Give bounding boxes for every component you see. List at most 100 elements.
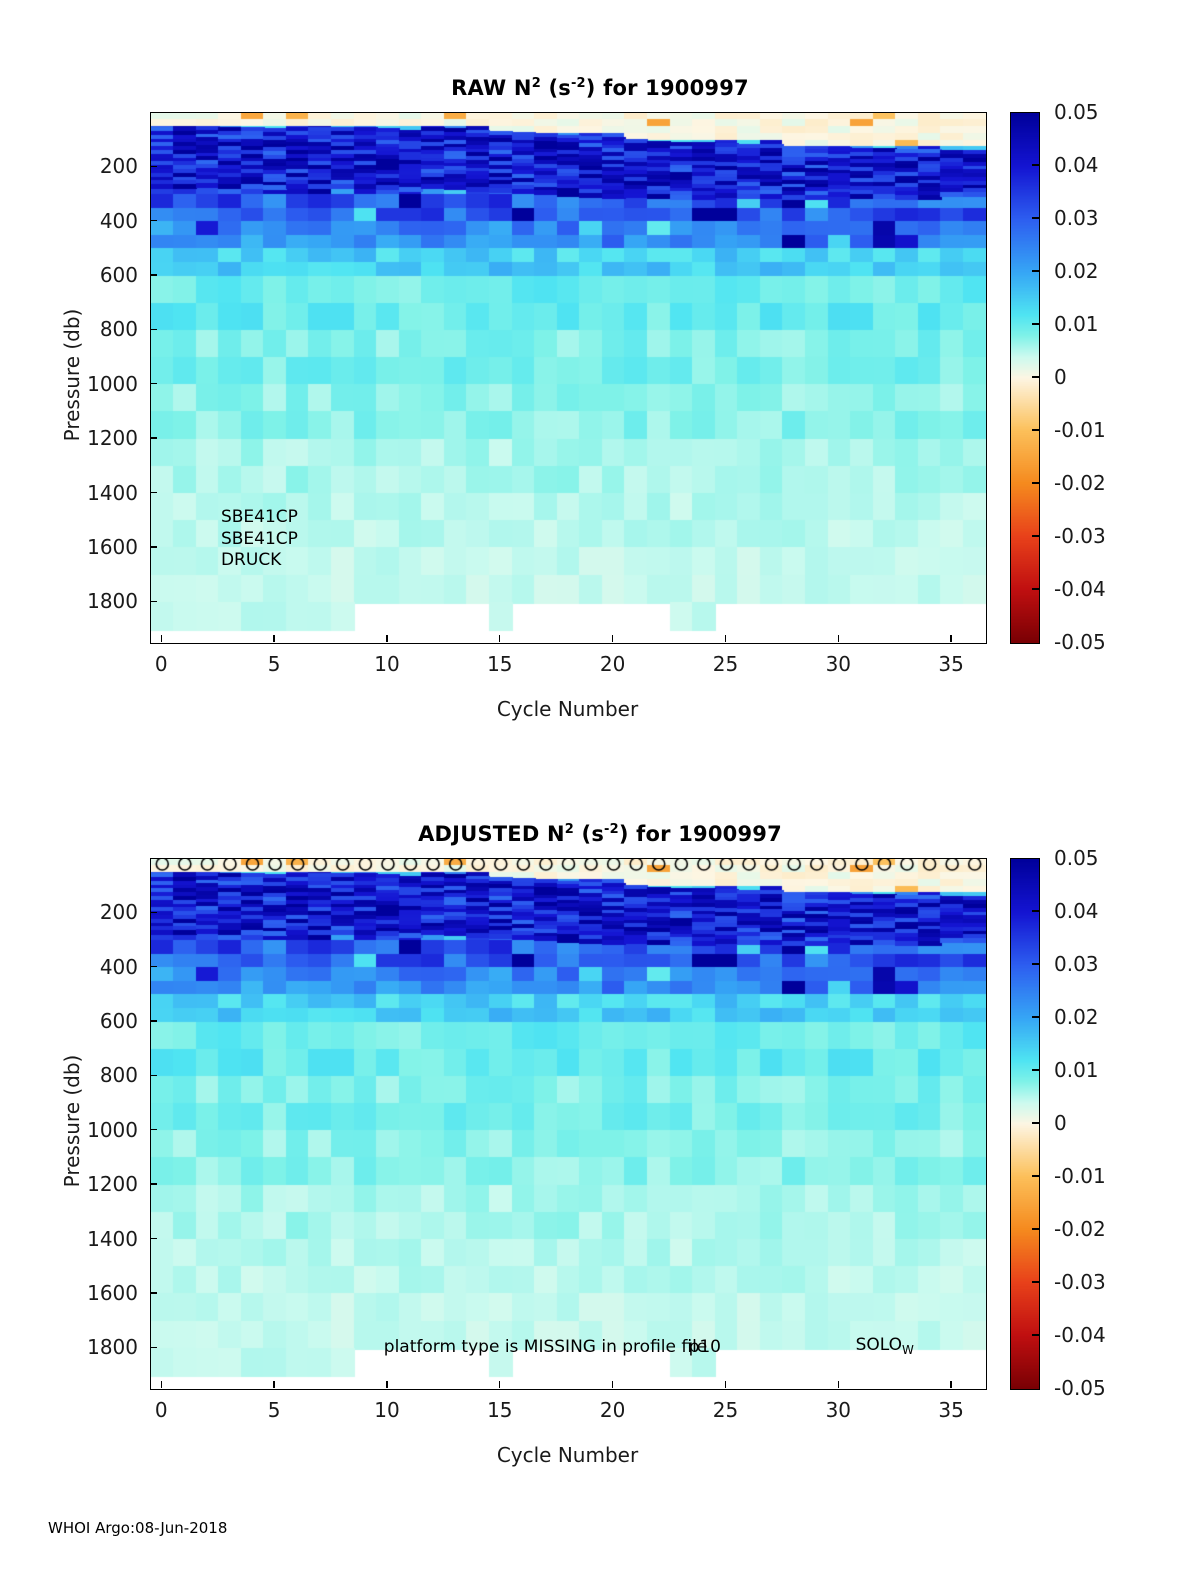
adjusted-heatmap-axes[interactable]: [150, 858, 987, 1390]
adjusted-x-axis-label: Cycle Number: [496, 1443, 639, 1467]
x-tick-label: 15: [487, 1398, 513, 1422]
colorbar-tick-mark: [1032, 270, 1039, 272]
colorbar-tick-label: -0.01: [1054, 1164, 1106, 1188]
adjusted-plot-title: ADJUSTED N2 (s-2) for 1900997: [0, 822, 1200, 846]
y-tick-mark: [150, 383, 157, 385]
colorbar-tick-mark: [1032, 164, 1039, 166]
colorbar-tick-mark: [1032, 1069, 1039, 1071]
colorbar-tick-label: -0.03: [1054, 1270, 1106, 1294]
y-tick-mark: [150, 491, 157, 494]
colorbar-tick-label: -0.04: [1054, 577, 1106, 601]
y-tick-label: 200: [99, 900, 138, 925]
y-tick-label: 1600: [87, 1280, 138, 1305]
x-tick-label: 20: [599, 652, 626, 676]
x-tick-mark: [499, 635, 501, 642]
colorbar-tick-label: -0.03: [1054, 524, 1106, 548]
x-tick-label: 30: [825, 1398, 852, 1422]
y-tick-label: 1200: [87, 426, 138, 451]
x-tick-mark: [950, 635, 952, 642]
x-tick-mark: [273, 635, 275, 642]
colorbar-tick-label: 0.05: [1054, 846, 1099, 870]
colorbar-tick-label: 0.03: [1054, 952, 1099, 976]
y-tick-label: 800: [99, 317, 138, 342]
y-tick-mark: [150, 437, 157, 439]
x-tick-mark: [160, 1381, 162, 1388]
y-tick-mark: [150, 165, 157, 168]
y-tick-label: 600: [99, 263, 138, 288]
x-tick-label: 15: [487, 652, 513, 676]
x-tick-mark: [499, 1381, 501, 1388]
raw-title-unit-exponent: -2: [570, 76, 586, 91]
y-tick-label: 1600: [87, 534, 138, 559]
colorbar-tick-label: -0.05: [1054, 1376, 1106, 1400]
float-family-label-text: SOLO: [855, 1334, 902, 1355]
y-tick-mark: [150, 220, 157, 222]
adjusted-title-exponent: 2: [564, 822, 575, 837]
x-tick-label: 0: [154, 652, 168, 676]
y-tick-label: 1000: [87, 371, 138, 396]
x-tick-mark: [611, 635, 614, 642]
colorbar-tick-mark: [1032, 1175, 1039, 1177]
raw-y-axis-label: Pressure (db): [60, 308, 84, 442]
x-tick-mark: [386, 1381, 388, 1388]
y-tick-label: 1800: [87, 589, 138, 614]
colorbar-tick-mark: [1032, 482, 1039, 484]
sensor-model-1: SBE41CP: [220, 506, 298, 527]
colorbar-tick-mark: [1032, 376, 1039, 378]
x-tick-mark: [837, 635, 839, 642]
y-tick-label: 1200: [87, 1172, 138, 1197]
adjusted-title-prefix: ADJUSTED N: [418, 822, 565, 846]
colorbar-tick-mark: [1032, 1016, 1039, 1018]
x-tick-mark: [950, 1381, 952, 1388]
platform-type-warning: platform type is MISSING in profile file: [383, 1337, 708, 1358]
colorbar-tick-label: 0: [1054, 1111, 1067, 1135]
colorbar-tick-mark: [1032, 963, 1039, 965]
raw-heatmap-axes[interactable]: [150, 112, 987, 644]
colorbar-tick-label: 0.02: [1054, 259, 1099, 283]
y-tick-mark: [150, 1346, 157, 1348]
colorbar-tick-label: 0.01: [1054, 312, 1099, 336]
raw-title-prefix: RAW N: [451, 76, 532, 100]
colorbar-tick-label: 0.02: [1054, 1005, 1099, 1029]
colorbar-tick-label: -0.02: [1054, 1217, 1106, 1241]
x-tick-label: 0: [154, 1398, 168, 1422]
colorbar-tick-label: 0.04: [1054, 153, 1099, 177]
colorbar-tick-mark: [1032, 323, 1039, 325]
y-tick-label: 200: [99, 154, 138, 179]
raw-plot-title: RAW N2 (s-2) for 1900997: [0, 76, 1200, 100]
y-tick-label: 1400: [87, 480, 138, 505]
y-tick-mark: [150, 1183, 157, 1185]
y-tick-mark: [150, 1020, 157, 1022]
profile-number-label: p10: [688, 1337, 721, 1358]
x-tick-label: 30: [825, 652, 852, 676]
colorbar-tick-label: -0.02: [1054, 471, 1106, 495]
y-tick-label: 1000: [87, 1117, 138, 1142]
x-tick-mark: [160, 635, 162, 642]
x-tick-label: 5: [267, 652, 281, 676]
colorbar-tick-label: 0.03: [1054, 206, 1099, 230]
y-tick-mark: [150, 1074, 157, 1077]
adjusted-y-axis-label: Pressure (db): [60, 1054, 84, 1188]
colorbar-tick-mark: [1032, 588, 1039, 590]
x-tick-mark: [724, 1381, 727, 1388]
colorbar-tick-mark: [1032, 1122, 1039, 1124]
colorbar-tick-label: 0: [1054, 365, 1067, 389]
x-tick-label: 20: [599, 1398, 626, 1422]
x-tick-label: 25: [712, 1398, 739, 1422]
colorbar-tick-label: -0.04: [1054, 1323, 1106, 1347]
adjusted-colorbar-gradient: [1010, 858, 1040, 1390]
y-tick-mark: [150, 1129, 157, 1131]
pressure-sensor: DRUCK: [220, 550, 282, 571]
y-tick-mark: [150, 600, 157, 602]
y-tick-mark: [150, 1292, 157, 1294]
x-tick-mark: [386, 635, 388, 642]
colorbar-tick-mark: [1032, 429, 1039, 431]
colorbar-tick-label: -0.01: [1054, 418, 1106, 442]
colorbar-tick-label: -0.05: [1054, 630, 1106, 654]
raw-title-suffix: ) for 1900997: [585, 76, 749, 100]
footer-credit: WHOI Argo:08-Jun-2018: [48, 1519, 228, 1537]
colorbar-tick-mark: [1032, 1228, 1039, 1230]
y-tick-label: 400: [99, 208, 138, 233]
y-tick-mark: [150, 274, 157, 276]
colorbar-tick-mark: [1032, 535, 1039, 537]
